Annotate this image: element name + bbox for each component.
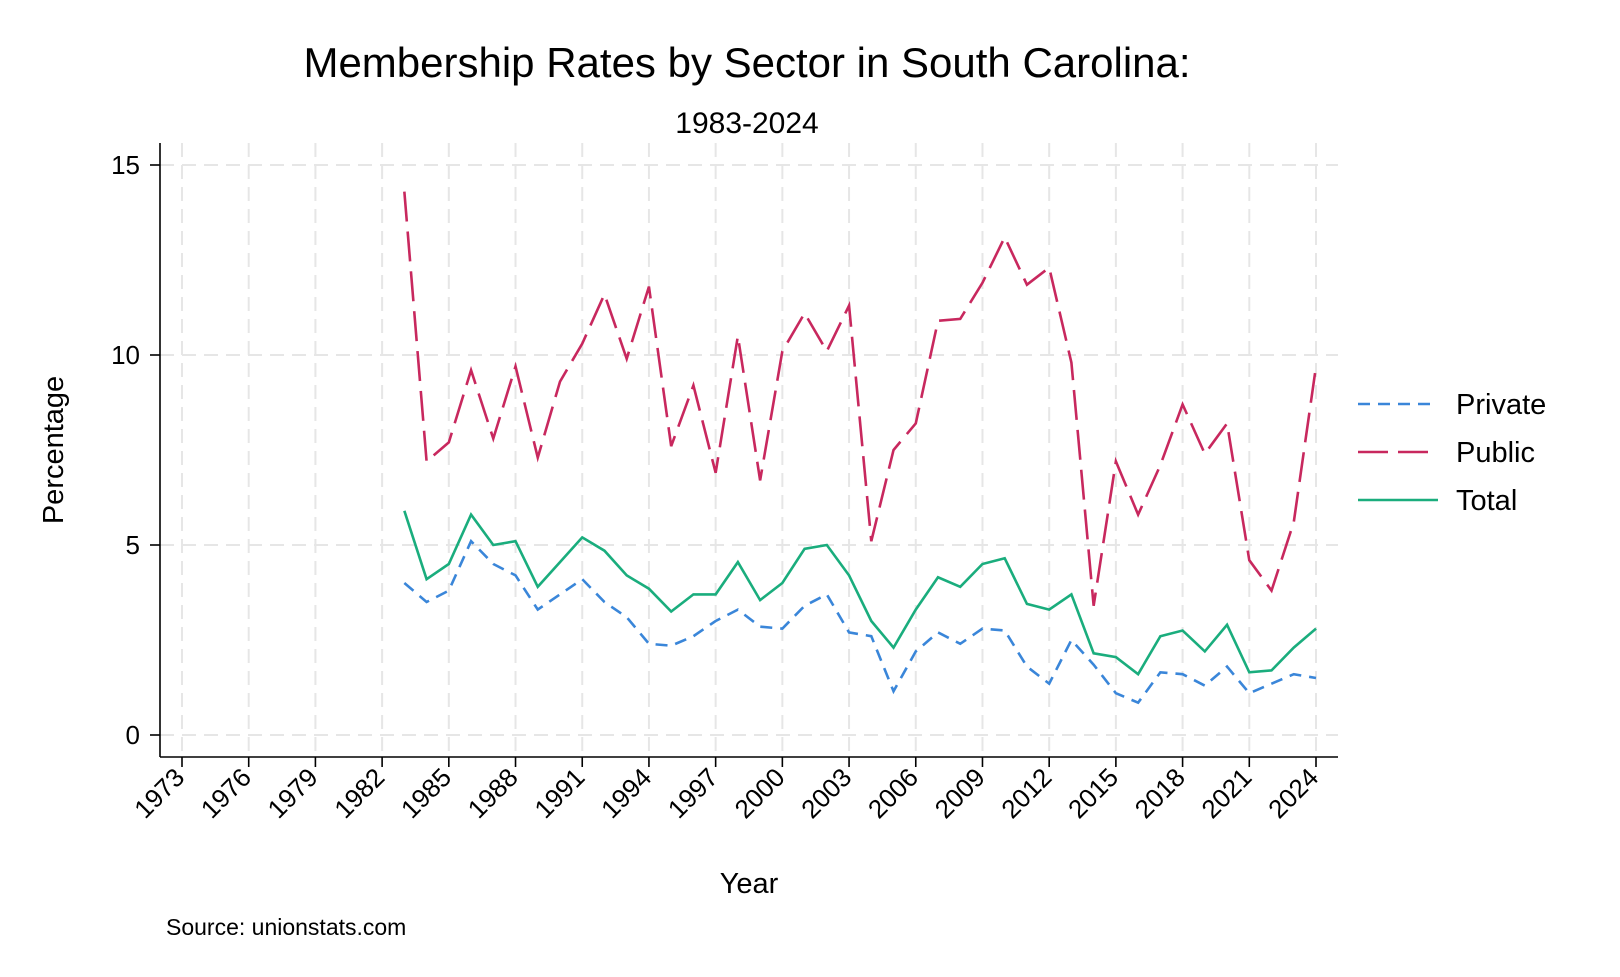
x-tick-label: 2021 [1195, 762, 1257, 824]
x-tick-label: 1976 [195, 762, 257, 824]
x-tick-label: 2018 [1129, 762, 1191, 824]
y-tick-label: 0 [126, 720, 140, 750]
x-tick-label: 1997 [662, 762, 724, 824]
series-line-total [403, 510, 1317, 677]
legend: Private Public Total [1358, 389, 1546, 517]
y-tick-label: 15 [111, 150, 140, 180]
x-tick-label: 1982 [328, 762, 390, 824]
legend-item-private: Private [1358, 389, 1546, 421]
y-tick-label: 5 [126, 530, 140, 560]
x-tick-label: 1991 [528, 762, 590, 824]
legend-label-total: Total [1456, 485, 1517, 517]
x-tick-label: 1973 [128, 762, 190, 824]
series-points-total [403, 510, 1317, 676]
series-lines [403, 191, 1318, 705]
x-tick-label: 2024 [1262, 762, 1324, 824]
chart-title: Membership Rates by Sector in South Caro… [303, 39, 1190, 86]
series-line-public [403, 191, 1318, 606]
legend-item-total: Total [1358, 485, 1517, 517]
chart-subtitle: 1983-2024 [675, 107, 818, 140]
series-points-private [403, 540, 1317, 704]
x-axis-title: Year [720, 868, 779, 900]
x-tick-label: 2015 [1062, 762, 1124, 824]
legend-item-public: Public [1358, 437, 1535, 469]
x-tick-label: 1979 [262, 762, 324, 824]
x-tick-label: 1985 [395, 762, 457, 824]
x-tick-label: 2009 [929, 762, 991, 824]
series-line-private [403, 538, 1317, 705]
legend-label-private: Private [1456, 389, 1546, 421]
axes [159, 143, 1338, 758]
y-tick-label: 10 [111, 340, 140, 370]
ticks: 0 5 10 15 1973 1976 1979 1982 1985 1988 1991 1994 19… [111, 150, 1324, 824]
y-axis-title: Percentage [38, 376, 70, 524]
x-tick-label: 2000 [728, 762, 790, 824]
x-tick-label: 2003 [795, 762, 857, 824]
legend-label-public: Public [1456, 437, 1535, 469]
source-note: Source: unionstats.com [166, 914, 406, 940]
x-tick-label: 1994 [595, 762, 657, 824]
x-tick-label: 1988 [462, 762, 524, 824]
x-tick-label: 2006 [862, 762, 924, 824]
x-tick-label: 2012 [995, 762, 1057, 824]
gridlines [160, 143, 1338, 757]
